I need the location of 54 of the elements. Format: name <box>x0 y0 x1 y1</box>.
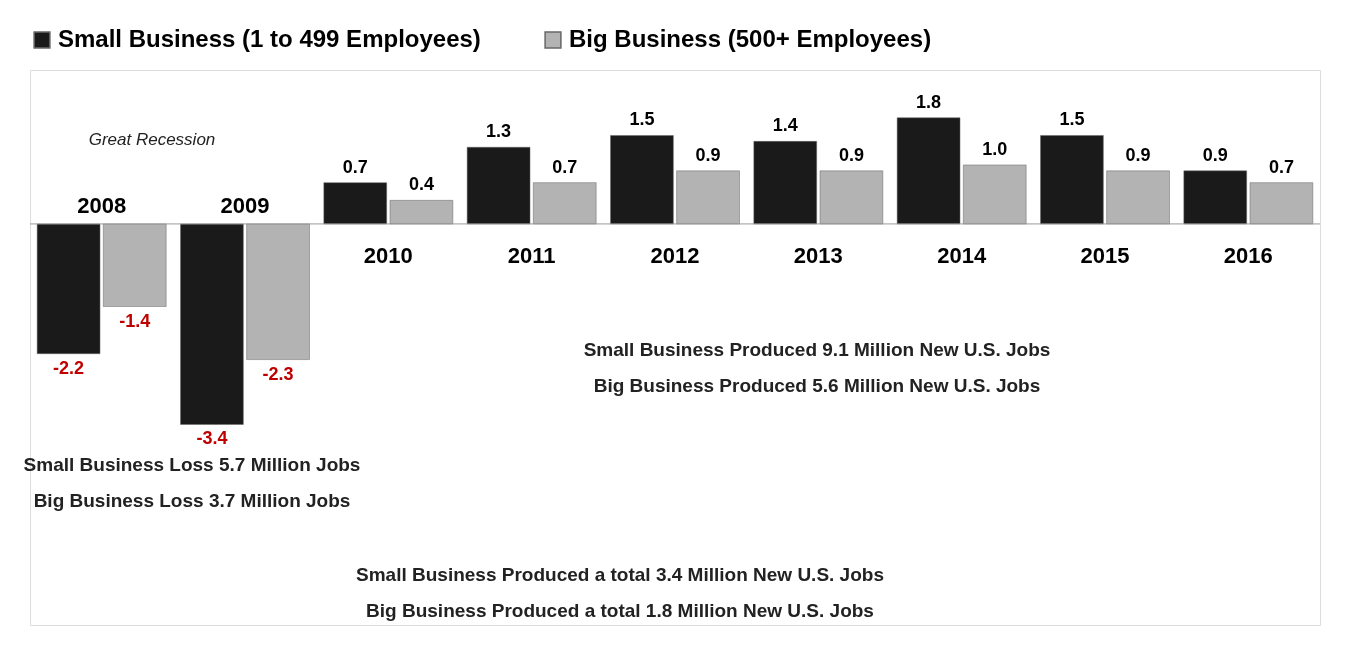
bar <box>1249 182 1314 225</box>
data-label: 0.7 <box>552 156 578 177</box>
bar <box>1040 135 1104 225</box>
bar <box>1183 170 1247 225</box>
x-tick-label: 2008 <box>77 192 127 218</box>
data-label: 1.5 <box>1059 109 1085 130</box>
data-label: 0.9 <box>838 144 864 165</box>
x-tick-label: 2015 <box>1080 242 1130 268</box>
data-label: 0.4 <box>408 174 434 195</box>
bar <box>323 182 387 225</box>
text: Big Business Loss 3.7 Million Jobs <box>33 490 351 511</box>
data-label: -3.4 <box>196 428 228 449</box>
bar <box>246 223 310 360</box>
bar <box>896 117 961 225</box>
x-tick-label: 2012 <box>650 242 700 268</box>
data-label: 1.8 <box>916 91 942 112</box>
x-tick-label: 2010 <box>363 242 413 268</box>
text: Small Business Produced a total 3.4 Million New U.S. Jobs <box>356 564 884 585</box>
data-label: 1.3 <box>486 121 512 142</box>
data-label: -1.4 <box>119 310 151 331</box>
x-tick-label: 2014 <box>937 242 987 268</box>
legend-label: Small Business (1 to 499 Employees) <box>58 25 481 52</box>
bar <box>610 135 674 225</box>
data-label: 1.4 <box>772 115 798 136</box>
data-label: 0.9 <box>695 144 721 165</box>
x-tick-label: 2011 <box>507 242 556 268</box>
data-label: 0.7 <box>1268 156 1294 177</box>
bar <box>180 223 244 425</box>
legend-label: Big Business (500+ Employees) <box>569 25 932 52</box>
annotation: Big Business Produced 5.6 Million New U.S. Jobs <box>593 375 1041 396</box>
bar <box>1106 170 1170 225</box>
bar <box>753 141 817 225</box>
data-label: -2.3 <box>262 363 294 384</box>
bar <box>389 200 454 225</box>
data-label: 1.0 <box>982 138 1008 159</box>
bar <box>36 223 101 354</box>
bar <box>819 170 884 225</box>
annotation: Small Business Produced 9.1 Million New U.S. Jobs <box>583 339 1051 360</box>
text: Big Business Produced a total 1.8 Million New U.S. Jobs <box>366 600 874 621</box>
data-label: 0.9 <box>1125 144 1151 165</box>
bar <box>963 164 1027 225</box>
data-label: -2.2 <box>53 357 85 378</box>
annotation: Great Recession <box>88 130 216 149</box>
data-label: 0.7 <box>342 156 368 177</box>
data-label: 0.9 <box>1202 144 1228 165</box>
x-tick-label: 2016 <box>1223 242 1273 268</box>
x-tick-label: 2009 <box>220 192 270 218</box>
bar <box>466 147 531 225</box>
bar <box>103 223 167 307</box>
data-label: 1.5 <box>629 109 655 130</box>
x-tick-label: 2013 <box>793 242 843 268</box>
text: Small Business Loss 5.7 Million Jobs <box>23 454 361 475</box>
bar <box>676 170 740 225</box>
bar <box>533 182 597 225</box>
